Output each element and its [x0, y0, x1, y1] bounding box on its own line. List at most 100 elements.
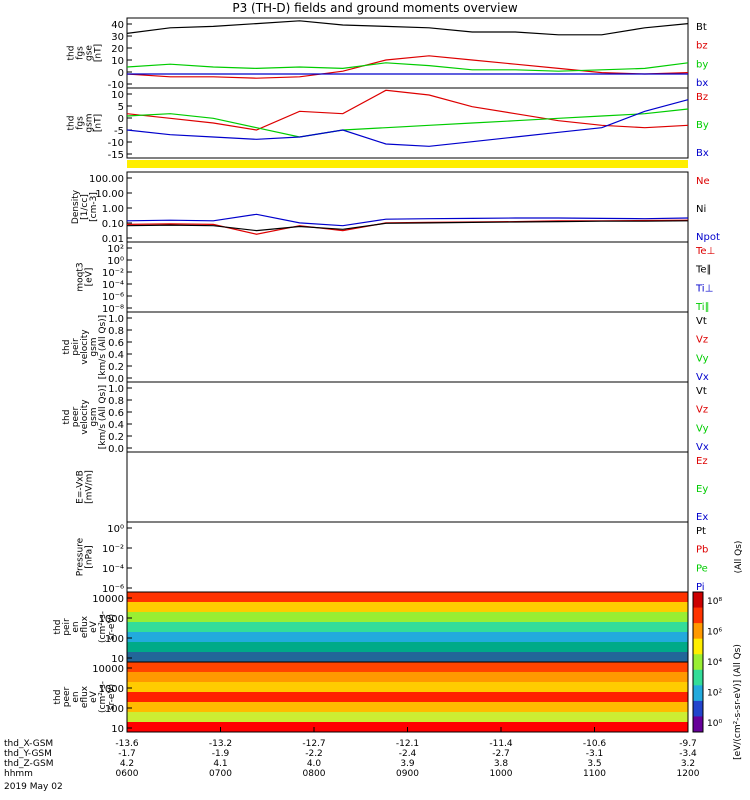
y-axis-label: en — [71, 691, 81, 702]
y-tick-label: 10⁰ — [107, 256, 124, 267]
y-tick-label: 0.0 — [108, 444, 124, 455]
legend-label-ex: Ex — [696, 512, 708, 523]
y-tick-label: 10⁻⁶ — [102, 292, 124, 303]
y-tick-label: -10 — [108, 80, 124, 91]
y-tick-label: 1000 — [99, 614, 124, 625]
x-tick-label: -2.4 — [399, 749, 417, 759]
legend-label-vt: Vt — [696, 386, 707, 397]
series-line-bz — [126, 89, 689, 131]
y-tick-label: 0.6 — [108, 338, 124, 349]
x-tick-label: 4.0 — [307, 759, 322, 769]
y-axis-label: gsm — [89, 337, 99, 356]
y-axis-label: velocity — [80, 329, 90, 365]
y-tick-label: 0.6 — [108, 408, 124, 419]
spectrogram-band — [127, 682, 688, 693]
x-tick-label: -12.1 — [396, 739, 419, 749]
colorbar-tick-label: 10⁰ — [707, 719, 722, 729]
colorbar-tick-label: 10² — [707, 689, 722, 699]
y-tick-label: 10⁻² — [102, 544, 124, 555]
y-axis-label: [1/cc] — [80, 194, 90, 220]
series-line-ne — [126, 219, 689, 235]
y-tick-label: 40 — [111, 20, 124, 31]
colorbar-tick-label: 10⁶ — [707, 628, 722, 638]
legend-label-vx: Vx — [696, 442, 709, 453]
x-tick-label: 1000 — [490, 769, 513, 779]
y-axis-label: thd — [67, 46, 77, 61]
y-axis-label: en — [71, 621, 81, 632]
y-tick-label: 1.00 — [102, 204, 124, 215]
x-tick-label: -13.6 — [115, 739, 139, 749]
y-axis-label: moqt3 — [76, 262, 86, 291]
panel-frame — [126, 87, 689, 159]
y-tick-label: 5 — [118, 102, 124, 113]
y-tick-label: 0 — [118, 114, 124, 125]
y-tick-label: 100 — [105, 634, 124, 645]
panel-frame — [126, 311, 689, 383]
x-tick-label: 3.8 — [494, 759, 509, 769]
y-axis-label: thd — [62, 340, 72, 355]
spectrogram-band — [127, 702, 688, 713]
legend-label-pe: Pe — [696, 563, 708, 574]
y-axis-label: peir — [62, 618, 72, 636]
y-tick-label: 0.0 — [108, 374, 124, 385]
y-axis-label: peer — [62, 686, 72, 707]
y-tick-label: 1000 — [99, 684, 124, 695]
x-tick-label: 0900 — [396, 769, 419, 779]
y-axis-label: E=-VxB — [76, 470, 86, 504]
y-axis-label: gsm — [89, 407, 99, 426]
y-axis-label: [eV] — [85, 268, 95, 287]
colorbar-tick-label: 10⁸ — [707, 597, 722, 607]
y-tick-label: 10 — [111, 654, 124, 665]
y-tick-label: 30 — [111, 32, 124, 43]
legend-label-bz: Bz — [696, 92, 708, 103]
y-axis-label: [km/s (All Qs)] — [98, 385, 108, 449]
x-tick-label: -12.7 — [302, 739, 325, 749]
x-tick-label: -1.9 — [212, 749, 230, 759]
y-axis-label: [nT] — [94, 114, 104, 132]
y-tick-label: 0 — [118, 68, 124, 79]
x-tick-label: 3.2 — [681, 759, 695, 769]
legend-label-ni: Ni — [696, 204, 706, 215]
y-axis-label: eflux — [80, 685, 90, 708]
x-tick-label: -3.4 — [679, 749, 697, 759]
x-tick-label: -2.7 — [492, 749, 510, 759]
y-tick-label: 100.00 — [89, 174, 124, 185]
x-tick-label: -9.7 — [679, 739, 697, 749]
colorbar-segment — [693, 638, 703, 655]
colorbar-segment — [693, 716, 703, 733]
series-line-by — [126, 62, 689, 72]
y-tick-label: 10 — [111, 90, 124, 101]
y-axis-label: fgs — [76, 46, 86, 60]
y-axis-label: gsm — [85, 113, 95, 132]
legend-label-bx: Bx — [696, 148, 709, 159]
spectrogram-band — [127, 602, 688, 613]
panel-frame — [126, 17, 689, 89]
page-title: P3 (TH-D) fields and ground moments over… — [232, 1, 518, 15]
colorbar-segment — [693, 592, 703, 609]
y-axis-label: sr-eV) — [107, 684, 117, 710]
x-tick-label: 0800 — [303, 769, 326, 779]
y-axis-label: Density — [71, 189, 81, 224]
series-line-by — [126, 108, 689, 138]
x-tick-label: 4.2 — [120, 759, 134, 769]
colorbar-segment — [693, 700, 703, 717]
x-tick-label: 0700 — [209, 769, 232, 779]
y-tick-label: -5 — [114, 126, 124, 137]
x-tick-label: -13.2 — [209, 739, 232, 749]
y-tick-label: 0.01 — [102, 234, 124, 245]
panel-frame — [126, 171, 689, 243]
spectrogram-band — [127, 642, 688, 653]
x-axis-row-label: thd_Y-GSM — [4, 749, 52, 759]
x-tick-label: 4.1 — [213, 759, 227, 769]
legend-label-ez: Ez — [696, 456, 708, 467]
legend-label-ti⊥: Ti⊥ — [695, 283, 713, 294]
legend-label-ey: Ey — [696, 484, 708, 495]
y-tick-label: 0.2 — [108, 362, 124, 373]
x-tick-label: -2.2 — [305, 749, 323, 759]
y-axis-label: peer — [71, 406, 81, 427]
panel-frame — [126, 521, 689, 593]
colorbar-tick-label: 10⁴ — [707, 658, 722, 668]
date-label: 2019 May 02 — [4, 782, 63, 792]
y-tick-label: 0.4 — [108, 420, 124, 431]
